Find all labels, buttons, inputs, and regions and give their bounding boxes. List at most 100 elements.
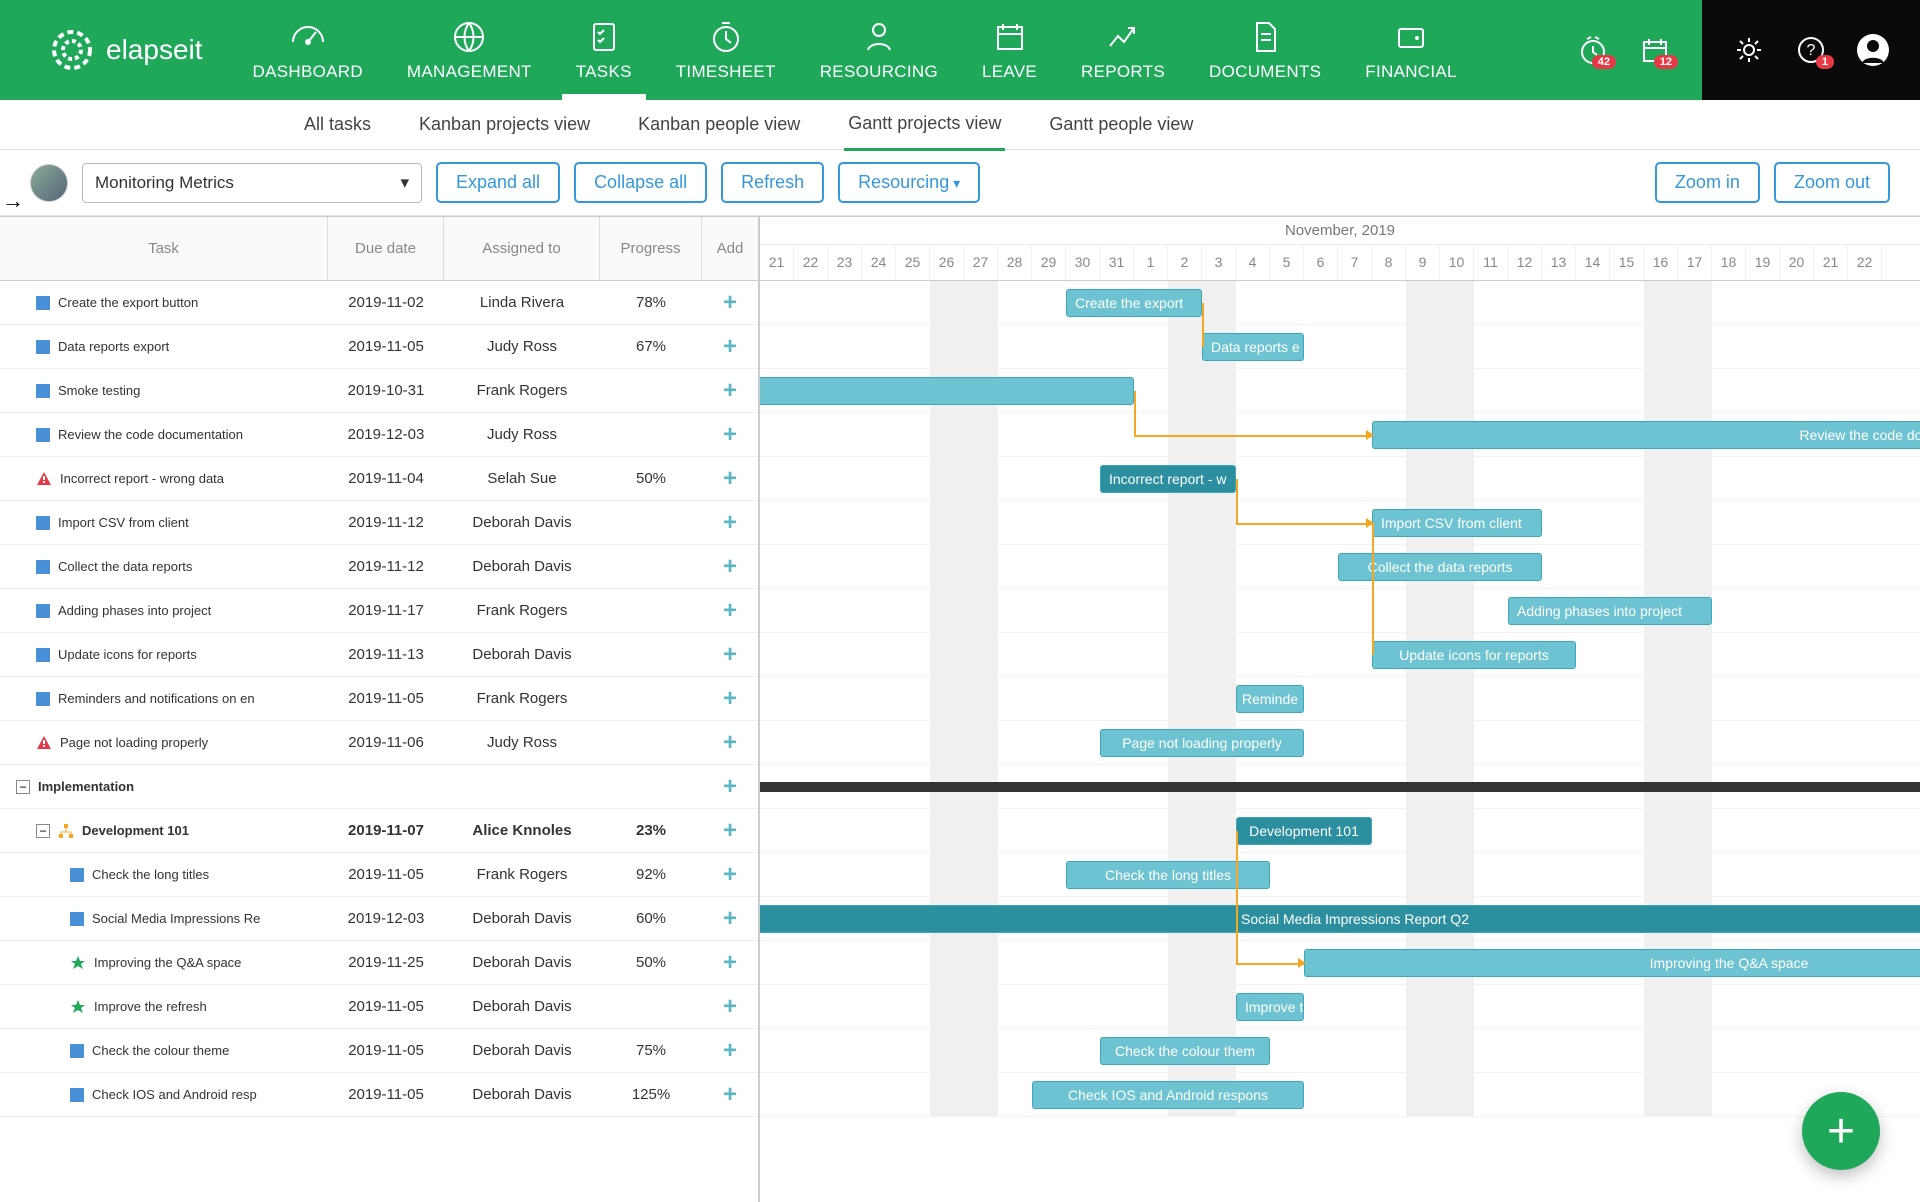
gantt-bar[interactable]: Development 101 [1236, 817, 1372, 845]
task-row[interactable]: Page not loading properly2019-11-06Judy … [0, 721, 758, 765]
day-cell: 15 [1610, 245, 1644, 280]
task-due: 2019-11-05 [328, 866, 444, 883]
brand[interactable]: elapseit [0, 0, 231, 100]
gantt-bar[interactable]: Page not loading properly [1100, 729, 1304, 757]
task-progress: 92% [600, 866, 702, 883]
task-row[interactable]: Update icons for reports2019-11-13Debora… [0, 633, 758, 677]
add-subtask-button[interactable]: + [702, 597, 758, 625]
task-row[interactable]: − Implementation+ [0, 765, 758, 809]
nav-resourcing[interactable]: RESOURCING [798, 0, 960, 100]
nav-dashboard[interactable]: DASHBOARD [231, 0, 385, 100]
project-select[interactable]: Monitoring Metrics ▾ [82, 163, 422, 203]
gantt-bar[interactable]: Adding phases into project [1508, 597, 1712, 625]
nav-tasks[interactable]: TASKS [554, 0, 654, 100]
chart-row: Development 101 [760, 809, 1920, 853]
nav-documents[interactable]: DOCUMENTS [1187, 0, 1343, 100]
resourcing-dropdown[interactable]: Resourcing [838, 162, 980, 203]
add-subtask-button[interactable]: + [702, 509, 758, 537]
user-avatar-icon[interactable] [1856, 33, 1890, 67]
nav-management[interactable]: MANAGEMENT [385, 0, 554, 100]
gantt-bar[interactable]: Create the export [1066, 289, 1202, 317]
gantt-bar[interactable]: Collect the data reports [1338, 553, 1542, 581]
refresh-button[interactable]: Refresh [721, 162, 824, 203]
add-subtask-button[interactable]: + [702, 949, 758, 977]
gantt-bar[interactable]: Import CSV from client [1372, 509, 1542, 537]
add-subtask-button[interactable]: + [702, 685, 758, 713]
task-row[interactable]: Check the colour theme2019-11-05Deborah … [0, 1029, 758, 1073]
gantt-bar[interactable]: Update icons for reports [1372, 641, 1576, 669]
timer-alerts-icon[interactable]: 42 [1576, 33, 1610, 67]
add-fab-button[interactable]: + [1802, 1092, 1880, 1170]
task-row[interactable]: Incorrect report - wrong data2019-11-04S… [0, 457, 758, 501]
gantt-bar[interactable]: Social Media Impressions Report Q2 [760, 905, 1920, 933]
gantt-bar[interactable]: Improve t [1236, 993, 1304, 1021]
subtab-gantt-projects-view[interactable]: Gantt projects view [844, 99, 1005, 151]
subtab-gantt-people-view[interactable]: Gantt people view [1045, 100, 1197, 149]
col-task: Task [0, 217, 328, 280]
task-row[interactable]: Improve the refresh2019-11-05Deborah Dav… [0, 985, 758, 1029]
add-subtask-button[interactable]: + [702, 729, 758, 757]
calendar-alerts-icon[interactable]: 12 [1638, 33, 1672, 67]
gantt-bar[interactable]: Review the code documen [1372, 421, 1920, 449]
nav-financial[interactable]: FINANCIAL [1343, 0, 1479, 100]
wallet-icon [1392, 18, 1430, 56]
task-row[interactable]: Smoke testing2019-10-31Frank Rogers+ [0, 369, 758, 413]
zoom-out-button[interactable]: Zoom out [1774, 162, 1890, 203]
subtab-kanban-projects-view[interactable]: Kanban projects view [415, 100, 594, 149]
collapse-icon[interactable]: − [36, 824, 50, 838]
calendar-badge: 12 [1654, 55, 1678, 69]
nav-label: FINANCIAL [1365, 62, 1457, 82]
project-avatar[interactable] [30, 164, 68, 202]
add-subtask-button[interactable]: + [702, 1037, 758, 1065]
task-row[interactable]: − Development 1012019-11-07Alice Knnoles… [0, 809, 758, 853]
nav-leave[interactable]: LEAVE [960, 0, 1059, 100]
gantt-bar[interactable]: Check the long titles [1066, 861, 1270, 889]
add-subtask-button[interactable]: + [702, 421, 758, 449]
task-row[interactable]: Reminders and notifications on en2019-11… [0, 677, 758, 721]
add-subtask-button[interactable]: + [702, 1081, 758, 1109]
expand-side-icon[interactable]: → [2, 188, 24, 214]
add-subtask-button[interactable]: + [702, 905, 758, 933]
add-subtask-button[interactable]: + [702, 861, 758, 889]
zoom-in-button[interactable]: Zoom in [1655, 162, 1760, 203]
nav-reports[interactable]: REPORTS [1059, 0, 1187, 100]
gantt-bar[interactable]: Incorrect report - w [1100, 465, 1236, 493]
add-subtask-button[interactable]: + [702, 289, 758, 317]
add-subtask-button[interactable]: + [702, 641, 758, 669]
gantt-bar[interactable] [760, 782, 1920, 792]
gantt-bar[interactable]: Reminde [1236, 685, 1304, 713]
task-row[interactable]: Create the export button2019-11-02Linda … [0, 281, 758, 325]
task-row[interactable]: Collect the data reports2019-11-12Debora… [0, 545, 758, 589]
add-subtask-button[interactable]: + [702, 817, 758, 845]
add-subtask-button[interactable]: + [702, 465, 758, 493]
add-subtask-button[interactable]: + [702, 377, 758, 405]
task-row[interactable]: Check the long titles2019-11-05Frank Rog… [0, 853, 758, 897]
add-subtask-button[interactable]: + [702, 553, 758, 581]
task-row[interactable]: Improving the Q&A space2019-11-25Deborah… [0, 941, 758, 985]
day-cell: 14 [1576, 245, 1610, 280]
add-subtask-button[interactable]: + [702, 993, 758, 1021]
task-row[interactable]: Data reports export2019-11-05Judy Ross67… [0, 325, 758, 369]
subtab-all-tasks[interactable]: All tasks [300, 100, 375, 149]
task-row[interactable]: Adding phases into project2019-11-17Fran… [0, 589, 758, 633]
subtab-kanban-people-view[interactable]: Kanban people view [634, 100, 804, 149]
task-row[interactable]: Check IOS and Android resp2019-11-05Debo… [0, 1073, 758, 1117]
timeline-pane[interactable]: November, 2019 2122232425262728293031123… [760, 217, 1920, 1202]
settings-icon[interactable] [1732, 33, 1766, 67]
help-icon[interactable]: ? 1 [1794, 33, 1828, 67]
expand-all-button[interactable]: Expand all [436, 162, 560, 203]
add-subtask-button[interactable]: + [702, 773, 758, 801]
task-row[interactable]: Import CSV from client2019-11-12Deborah … [0, 501, 758, 545]
task-row[interactable]: Review the code documentation2019-12-03J… [0, 413, 758, 457]
gantt-bar[interactable]: Improving the Q&A space [1304, 949, 1920, 977]
collapse-all-button[interactable]: Collapse all [574, 162, 707, 203]
gantt-bar[interactable] [760, 377, 1134, 405]
task-row[interactable]: Social Media Impressions Re2019-12-03Deb… [0, 897, 758, 941]
add-subtask-button[interactable]: + [702, 333, 758, 361]
nav-timesheet[interactable]: TIMESHEET [654, 0, 798, 100]
gantt-bar[interactable]: Check IOS and Android respons [1032, 1081, 1304, 1109]
gantt-bar[interactable]: Data reports e [1202, 333, 1304, 361]
nav-label: TIMESHEET [676, 62, 776, 82]
collapse-icon[interactable]: − [16, 780, 30, 794]
gantt-bar[interactable]: Check the colour them [1100, 1037, 1270, 1065]
